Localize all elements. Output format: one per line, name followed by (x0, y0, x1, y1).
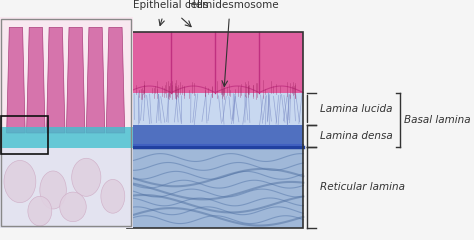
Bar (127, 31, 303, 228)
Polygon shape (127, 31, 303, 93)
Text: Lamina densa: Lamina densa (320, 131, 393, 141)
Polygon shape (46, 27, 65, 133)
Text: Reticular lamina: Reticular lamina (320, 182, 405, 192)
Polygon shape (127, 93, 303, 125)
Ellipse shape (60, 192, 86, 222)
Text: Basal lamina: Basal lamina (404, 115, 471, 125)
Polygon shape (0, 17, 133, 228)
Bar (1, 116, 48, 154)
Text: Epithelial cells: Epithelial cells (134, 0, 209, 10)
Text: Lamina lucida: Lamina lucida (320, 104, 392, 114)
Polygon shape (86, 27, 105, 133)
Polygon shape (106, 27, 125, 133)
Polygon shape (127, 147, 303, 228)
Ellipse shape (72, 158, 101, 196)
Polygon shape (27, 27, 45, 133)
Ellipse shape (101, 180, 125, 213)
Polygon shape (0, 148, 133, 228)
Polygon shape (66, 27, 85, 133)
Polygon shape (127, 125, 303, 147)
Polygon shape (0, 127, 133, 148)
Ellipse shape (28, 196, 52, 226)
Ellipse shape (4, 160, 36, 203)
Text: Hemidesmosome: Hemidesmosome (188, 0, 279, 10)
Ellipse shape (40, 171, 66, 209)
Polygon shape (7, 27, 25, 133)
